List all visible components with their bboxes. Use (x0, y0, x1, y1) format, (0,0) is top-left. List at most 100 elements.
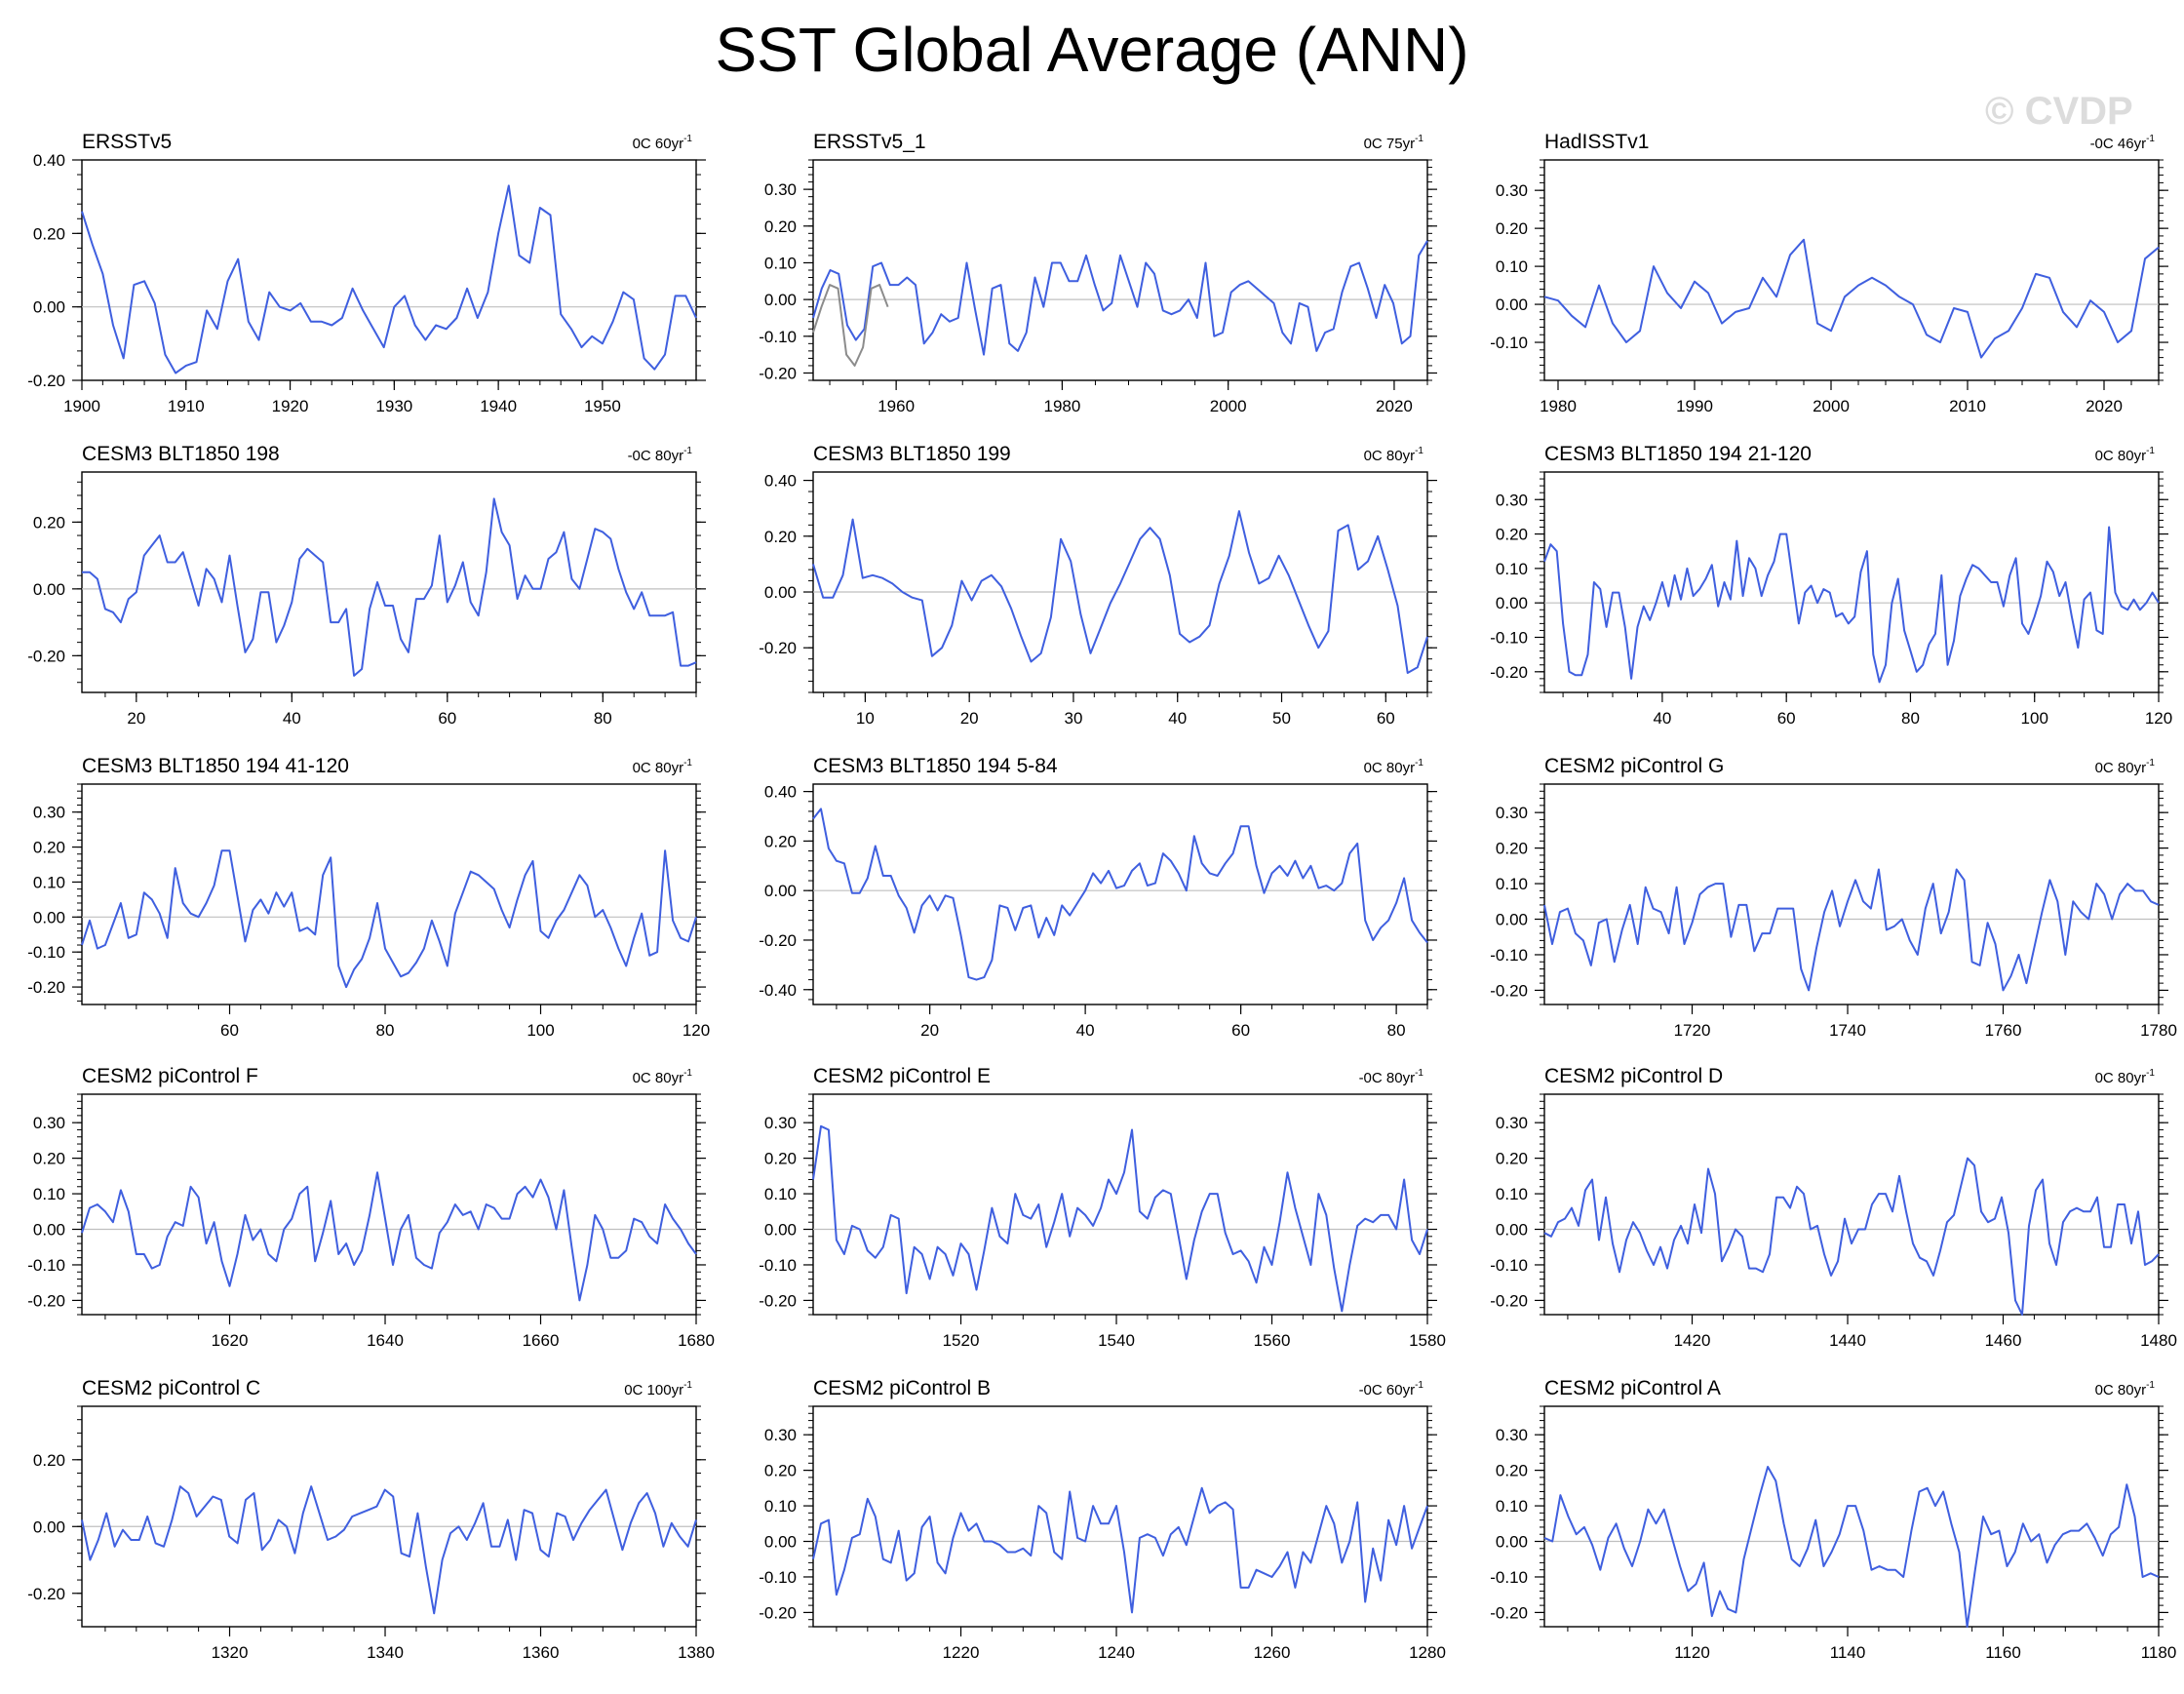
y-tick-label: 0.20 (33, 1451, 65, 1470)
x-tick-label: 1930 (375, 397, 412, 415)
x-tick-label: 60 (1231, 1021, 1250, 1040)
y-tick-label: 0.20 (33, 1150, 65, 1168)
panel-title: HadISSTv1 (1544, 131, 1649, 153)
plot-frame (1543, 783, 2160, 1005)
y-tick-label: -0.10 (27, 1256, 65, 1275)
y-tick-label: 0.10 (764, 1185, 797, 1203)
y-tick-label: -0.20 (1490, 1291, 1528, 1310)
panel-title: CESM2 piControl G (1544, 755, 1724, 777)
panel-title: CESM2 piControl E (813, 1065, 991, 1087)
y-tick-label: 0.30 (1496, 804, 1528, 822)
y-tick-label: -0.20 (27, 372, 65, 390)
x-tick-label: 120 (2145, 709, 2172, 728)
y-tick-label: -0.10 (759, 1256, 797, 1275)
series-line (1543, 238, 2160, 359)
x-tick-label: 1900 (63, 397, 100, 415)
y-tick-label: 0.30 (1496, 181, 1528, 200)
y-tick-label: 0.20 (1496, 526, 1528, 544)
y-tick-label: -0.10 (1490, 629, 1528, 648)
x-tick-label: 1620 (212, 1331, 249, 1350)
y-tick-label: 0.40 (33, 151, 65, 170)
y-tick-label: -0.20 (27, 647, 65, 665)
x-tick-label: 120 (682, 1021, 710, 1040)
plot-frame (812, 471, 1428, 693)
plot-frame (1543, 159, 2160, 381)
y-tick-label: 0.00 (1496, 1221, 1528, 1240)
x-tick-label: 1740 (1829, 1021, 1866, 1040)
x-tick-label: 1360 (523, 1643, 560, 1662)
x-tick-label: 60 (438, 709, 456, 728)
y-tick-label: -0.10 (1490, 1256, 1528, 1275)
y-tick-label: 0.00 (33, 1517, 65, 1536)
series-line (1543, 868, 2160, 992)
y-tick-label: 0.40 (764, 783, 797, 802)
y-tick-label: 0.40 (764, 472, 797, 491)
x-tick-label: 1480 (2140, 1331, 2177, 1350)
panel-12: CESM2 piControl D 0C 80yr-1 -0.20 -0.10 0.00… (1490, 1065, 2177, 1350)
x-tick-label: 80 (594, 709, 612, 728)
y-tick-label: 0.00 (764, 1533, 797, 1552)
x-tick-label: 1220 (943, 1643, 980, 1662)
y-tick-label: 0.10 (33, 1185, 65, 1203)
series-line (81, 1485, 697, 1615)
y-tick-label: 0.30 (1496, 491, 1528, 509)
x-tick-label: 1640 (367, 1331, 404, 1350)
panel-title: ERSSTv5_1 (813, 131, 926, 153)
x-tick-label: 1960 (878, 397, 915, 415)
series-line (812, 1124, 1428, 1313)
y-tick-label: 0.20 (1496, 219, 1528, 238)
y-tick-label: 0.00 (764, 882, 797, 900)
panel-title: CESM2 piControl C (82, 1377, 260, 1399)
y-tick-label: -0.20 (27, 1291, 65, 1310)
x-tick-label: 80 (1901, 709, 1920, 728)
y-tick-label: -0.20 (27, 978, 65, 997)
panel-14: CESM2 piControl B -0C 60yr-1 -0.20 -0.10 0.0… (759, 1377, 1446, 1662)
x-tick-label: 80 (1387, 1021, 1406, 1040)
x-tick-label: 1460 (1985, 1331, 2022, 1350)
x-tick-label: 1560 (1254, 1331, 1291, 1350)
x-tick-label: 2020 (1376, 397, 1413, 415)
x-tick-label: 60 (220, 1021, 239, 1040)
x-tick-label: 40 (1653, 709, 1671, 728)
trend-label: 0C 75yr-1 (1364, 134, 1424, 152)
x-tick-label: 1180 (2141, 1643, 2177, 1662)
y-tick-label: 0.20 (764, 832, 797, 850)
panel-title: CESM2 piControl F (82, 1065, 258, 1087)
x-tick-label: 1990 (1676, 397, 1713, 415)
series-line (812, 240, 1428, 356)
panel-title: CESM2 piControl A (1544, 1377, 1721, 1399)
y-tick-label: -0.20 (1490, 1603, 1528, 1622)
plot-frame (812, 783, 1428, 1005)
x-tick-label: 1380 (678, 1643, 715, 1662)
y-tick-label: 0.10 (1496, 875, 1528, 893)
y-tick-label: 0.20 (764, 1150, 797, 1168)
panel-4: CESM3 BLT1850 198 -0C 80yr-1 -0.20 0.00 0.20… (27, 443, 706, 728)
x-tick-label: 1980 (1540, 397, 1577, 415)
x-tick-label: 1320 (212, 1643, 249, 1662)
main-title: SST Global Average (ANN) (715, 15, 1469, 85)
x-tick-label: 1660 (523, 1331, 560, 1350)
panel-8: CESM3 BLT1850 194 5-84 0C 80yr-1 -0.40 -0.2… (759, 755, 1437, 1040)
y-tick-label: -0.10 (1490, 946, 1528, 965)
y-tick-label: -0.20 (759, 931, 797, 950)
trend-label: 0C 60yr-1 (633, 134, 693, 152)
x-tick-label: 2000 (1813, 397, 1850, 415)
y-tick-label: 0.10 (764, 254, 797, 272)
series-line (81, 184, 697, 374)
plot-frame (1543, 1093, 2160, 1316)
plot-frame (81, 783, 697, 1005)
y-tick-label: 0.10 (1496, 257, 1528, 276)
x-tick-label: 1260 (1254, 1643, 1291, 1662)
y-tick-label: 0.00 (1496, 1533, 1528, 1552)
panel-2: ERSSTv5_1 0C 75yr-1 -0.20 -0.10 0.00 0.10 0.20… (759, 131, 1437, 415)
x-tick-label: 1280 (1409, 1643, 1446, 1662)
series-line (812, 808, 1428, 981)
x-tick-label: 1910 (168, 397, 205, 415)
y-tick-label: -0.20 (27, 1585, 65, 1603)
y-tick-label: -0.10 (1490, 334, 1528, 352)
y-tick-label: -0.20 (1490, 981, 1528, 1000)
y-tick-label: 0.30 (764, 1426, 797, 1444)
x-tick-label: 1540 (1098, 1331, 1135, 1350)
panel-title: ERSSTv5 (82, 131, 172, 153)
panel-15: CESM2 piControl A 0C 80yr-1 -0.20 -0.10 0.00… (1490, 1377, 2176, 1662)
